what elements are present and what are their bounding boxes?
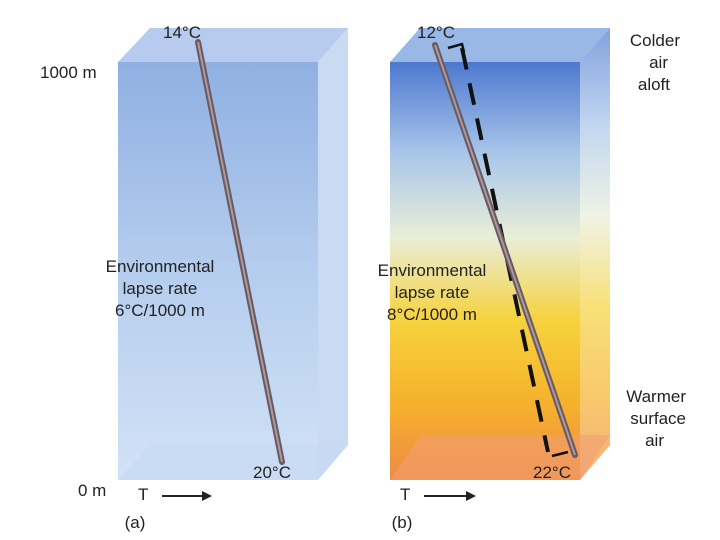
lapse-rate-line: lapse rate — [395, 283, 470, 302]
box-b — [390, 28, 610, 480]
top-note-line: aloft — [638, 75, 670, 94]
axis-arrow-head — [202, 491, 212, 501]
lapse-rate-line: Environmental — [106, 257, 215, 276]
lapse-rate-line: lapse rate — [123, 279, 198, 298]
axis-arrow-head — [466, 491, 476, 501]
bottom-temperature: 20°C — [253, 463, 291, 482]
bottom-note-line: surface — [630, 409, 686, 428]
bottom-note-line: Warmer — [626, 387, 686, 406]
top-temperature: 12°C — [417, 23, 455, 42]
axis-label: T — [138, 485, 148, 504]
caption: (a) — [125, 513, 146, 532]
lapse-rate-line: 6°C/1000 m — [115, 301, 205, 320]
bottom-note-line: air — [645, 431, 664, 450]
box-a — [118, 28, 348, 480]
altitude-bottom: 0 m — [78, 481, 106, 500]
lapse-rate-line: Environmental — [378, 261, 487, 280]
top-note-line: air — [649, 53, 668, 72]
top-temperature: 14°C — [163, 23, 201, 42]
bottom-temperature: 22°C — [533, 463, 571, 482]
lapse-rate-line: 8°C/1000 m — [387, 305, 477, 324]
caption: (b) — [392, 513, 413, 532]
altitude-top: 1000 m — [40, 63, 97, 82]
top-note-line: Colder — [630, 31, 680, 50]
axis-label: T — [400, 485, 410, 504]
